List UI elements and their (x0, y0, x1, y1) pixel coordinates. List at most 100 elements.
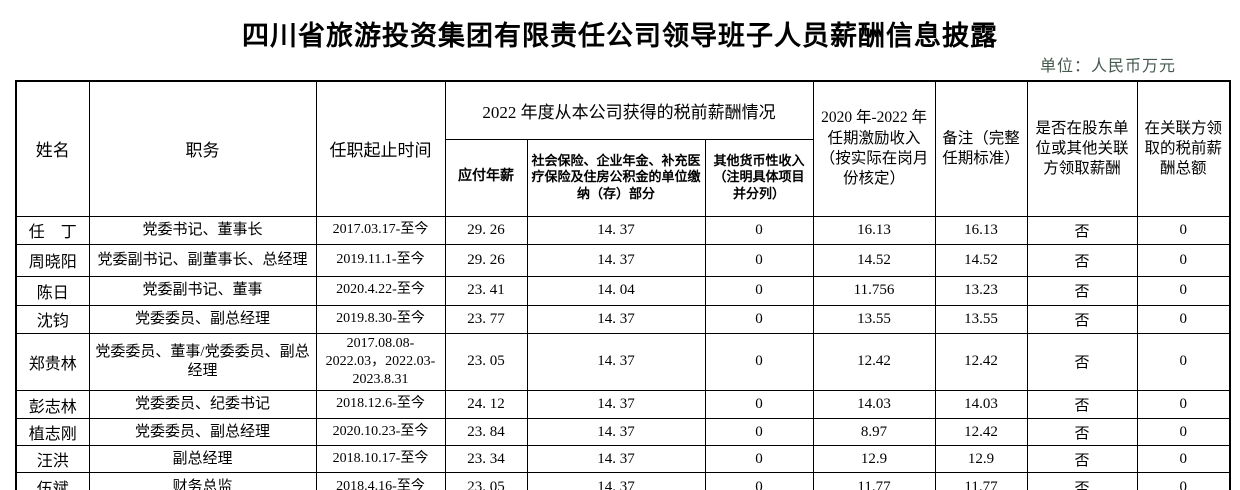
cell-related_flag: 否 (1026, 304, 1138, 334)
table-row: 陈日 党委副书记、董事 2020.4.22-至今 23. 41 14. 04 0 11.75… (15, 275, 1231, 306)
header-incentive: 2020 年-2022 年任期激励收入（按实际在岗月份核定） (812, 80, 936, 217)
cell-term: 2017.03.17-至今 (315, 215, 446, 245)
cell-name: 伍斌 (15, 472, 90, 490)
page-title: 四川省旅游投资集团有限责任公司领导班子人员薪酬信息披露 (242, 21, 998, 51)
cell-related_total: 0 (1136, 304, 1231, 334)
cell-other_income: 0 (704, 304, 814, 334)
unit-label: 单位：人民币万元 (1039, 58, 1176, 75)
header-remark: 备注（完整任期标准） (934, 80, 1028, 217)
cell-position: 党委委员、副总经理 (88, 304, 317, 334)
cell-payable: 23. 34 (444, 445, 528, 474)
salary-table: 姓名 职务 任职起止时间 2022 年度从本公司获得的税前薪酬情况 2020 年… (15, 80, 1232, 490)
cell-related_flag: 否 (1026, 418, 1138, 447)
cell-other_income: 0 (704, 332, 814, 392)
cell-term: 2020.4.22-至今 (315, 275, 446, 306)
cell-term: 2019.8.30-至今 (315, 304, 446, 334)
cell-incentive: 8.97 (812, 418, 936, 447)
cell-related_flag: 否 (1026, 445, 1138, 474)
cell-insurance: 14. 37 (526, 243, 706, 277)
cell-other_income: 0 (704, 472, 814, 490)
cell-name: 沈钧 (15, 304, 90, 334)
table-row: 周晓阳 党委副书记、副董事长、总经理 2019.11.1-至今 29. 26 14. 3… (15, 243, 1231, 277)
table-row: 植志刚 党委委员、副总经理 2020.10.23-至今 23. 84 14. 37 0 8.… (15, 418, 1231, 447)
cell-incentive: 14.03 (812, 390, 936, 420)
header-salary-group: 2022 年度从本公司获得的税前薪酬情况 (444, 80, 814, 140)
cell-incentive: 12.42 (812, 332, 936, 392)
header-position: 职务 (88, 80, 317, 217)
cell-position: 党委委员、副总经理 (88, 418, 317, 447)
cell-incentive: 12.9 (812, 445, 936, 474)
cell-remark: 13.23 (934, 275, 1028, 306)
cell-position: 党委副书记、副董事长、总经理 (88, 243, 317, 277)
cell-other_income: 0 (704, 445, 814, 474)
cell-related_flag: 否 (1026, 472, 1138, 490)
cell-term: 2017.08.08-2022.03，2022.03-2023.8.31 (315, 332, 446, 392)
cell-position: 副总经理 (88, 445, 317, 474)
cell-related_flag: 否 (1026, 332, 1138, 392)
cell-position: 党委副书记、董事 (88, 275, 317, 306)
cell-name: 陈日 (15, 275, 90, 306)
header-insurance: 社会保险、企业年金、补充医疗保险及住房公积金的单位缴纳（存）部分 (526, 138, 706, 217)
header-related-total: 在关联方领取的税前薪酬总额 (1136, 80, 1231, 217)
table-row: 彭志林 党委委员、纪委书记 2018.12.6-至今 24. 12 14. 37 0 14.… (15, 390, 1231, 420)
cell-related_total: 0 (1136, 275, 1231, 306)
cell-remark: 11.77 (934, 472, 1028, 490)
cell-related_total: 0 (1136, 243, 1231, 277)
cell-remark: 14.03 (934, 390, 1028, 420)
cell-related_total: 0 (1136, 390, 1231, 420)
table-row: 沈钧 党委委员、副总经理 2019.8.30-至今 23. 77 14. 37 0 13.5… (15, 304, 1231, 334)
cell-payable: 23. 84 (444, 418, 528, 447)
cell-name: 周晓阳 (15, 243, 90, 277)
cell-insurance: 14. 37 (526, 472, 706, 490)
cell-remark: 14.52 (934, 243, 1028, 277)
cell-name: 植志刚 (15, 418, 90, 447)
table-header: 姓名 职务 任职起止时间 2022 年度从本公司获得的税前薪酬情况 2020 年… (15, 80, 1231, 217)
cell-position: 财务总监 (88, 472, 317, 490)
table-row: 汪洪 副总经理 2018.10.17-至今 23. 34 14. 37 0 12.9 12.9… (15, 445, 1231, 474)
cell-insurance: 14. 37 (526, 332, 706, 392)
cell-term: 2020.10.23-至今 (315, 418, 446, 447)
cell-related_total: 0 (1136, 472, 1231, 490)
cell-insurance: 14. 37 (526, 390, 706, 420)
cell-related_total: 0 (1136, 215, 1231, 245)
cell-other_income: 0 (704, 215, 814, 245)
cell-remark: 12.42 (934, 418, 1028, 447)
cell-position: 党委委员、董事/党委委员、副总经理 (88, 332, 317, 392)
cell-incentive: 16.13 (812, 215, 936, 245)
cell-related_flag: 否 (1026, 215, 1138, 245)
table-row: 郑贵林 党委委员、董事/党委委员、副总经理 2017.08.08-2022.03，2… (15, 332, 1231, 392)
cell-incentive: 11.756 (812, 275, 936, 306)
header-other-income: 其他货币性收入（注明具体项目并分列） (704, 138, 814, 217)
cell-remark: 13.55 (934, 304, 1028, 334)
cell-other_income: 0 (704, 390, 814, 420)
cell-insurance: 14. 37 (526, 418, 706, 447)
cell-incentive: 14.52 (812, 243, 936, 277)
cell-related_total: 0 (1136, 332, 1231, 392)
cell-other_income: 0 (704, 243, 814, 277)
cell-incentive: 11.77 (812, 472, 936, 490)
cell-remark: 12.42 (934, 332, 1028, 392)
cell-incentive: 13.55 (812, 304, 936, 334)
header-term: 任职起止时间 (315, 80, 446, 217)
cell-position: 党委书记、董事长 (88, 215, 317, 245)
cell-name: 任 丁 (15, 215, 90, 245)
cell-other_income: 0 (704, 275, 814, 306)
cell-term: 2018.10.17-至今 (315, 445, 446, 474)
table-row: 伍斌 财务总监 2018.4.16-至今 23. 05 14. 37 0 11.77 11.7… (15, 472, 1231, 490)
cell-insurance: 14. 37 (526, 445, 706, 474)
cell-related_flag: 否 (1026, 390, 1138, 420)
cell-name: 彭志林 (15, 390, 90, 420)
cell-other_income: 0 (704, 418, 814, 447)
table-body: 任 丁党委书记、董事长 2017.03.17-至今 29. 26 14. 37 0 16.… (15, 215, 1231, 490)
cell-related_flag: 否 (1026, 275, 1138, 306)
cell-insurance: 14. 37 (526, 215, 706, 245)
table-row: 任 丁党委书记、董事长 2017.03.17-至今 29. 26 14. 37 0 16.… (15, 215, 1231, 245)
cell-payable: 23. 77 (444, 304, 528, 334)
cell-term: 2019.11.1-至今 (315, 243, 446, 277)
cell-term: 2018.4.16-至今 (315, 472, 446, 490)
cell-payable: 23. 05 (444, 472, 528, 490)
header-payable-salary: 应付年薪 (444, 138, 528, 217)
header-name: 姓名 (15, 80, 90, 217)
cell-position: 党委委员、纪委书记 (88, 390, 317, 420)
